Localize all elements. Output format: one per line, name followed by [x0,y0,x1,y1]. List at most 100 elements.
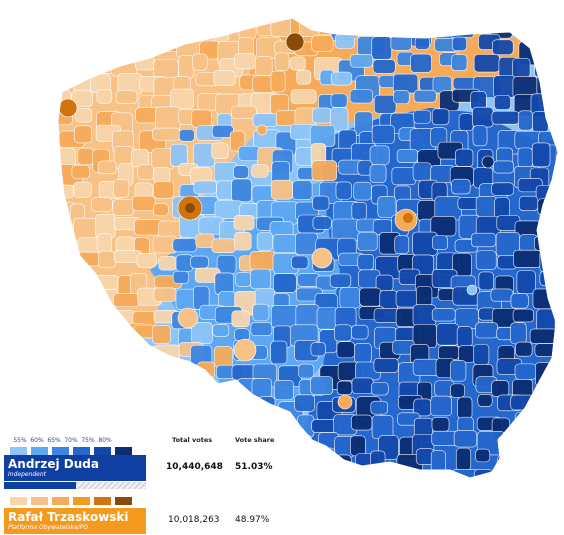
county-patch [496,455,519,474]
county-patch [170,143,188,167]
county-patch [230,105,257,119]
county-patch [115,342,143,366]
county-patch [417,469,437,478]
county-patch [58,59,75,82]
county-patch [450,360,467,382]
county-patch [312,195,330,211]
county-patch [58,255,74,277]
county-patch [77,37,103,54]
county-patch [275,468,301,478]
county-patch [334,324,352,342]
county-patch [351,324,369,340]
county-patch [354,343,372,364]
county-patch [78,416,105,439]
trzaskowski-vote-share: 48.97% [235,515,270,525]
county-patch [538,378,558,397]
county-patch [250,322,273,337]
city-poznan-core [185,203,195,213]
county-patch [414,36,430,50]
county-patch [412,162,432,181]
county-patch [478,271,494,291]
county-patch [153,203,169,217]
county-patch [330,93,348,108]
legend-swatch [10,447,27,455]
county-patch [534,343,558,357]
county-patch [291,255,309,270]
county-patch [95,416,118,434]
county-patch [336,341,355,359]
county-patch [252,113,278,128]
county-patch [99,396,116,410]
county-patch [410,53,432,73]
county-patch [91,328,108,351]
county-patch [399,18,419,36]
county-patch [211,142,229,160]
county-patch [292,180,313,200]
county-patch [159,364,179,388]
header-total-votes: Total votes [172,436,213,444]
county-patch [74,18,102,37]
county-patch [275,413,293,431]
county-patch [550,238,558,257]
county-patch [531,142,551,168]
county-patch [371,124,395,144]
county-patch [552,417,558,431]
county-patch [530,412,558,434]
county-patch [473,343,490,366]
county-patch [516,270,536,294]
county-patch [454,308,479,329]
county-patch [559,292,564,316]
county-patch [498,435,514,451]
county-patch [413,89,437,103]
county-patch [451,178,471,195]
county-patch [170,88,194,110]
city-katowice [233,338,257,362]
county-patch [254,56,273,76]
county-patch [111,395,135,419]
county-patch [58,234,72,249]
county-patch [91,197,113,212]
legend-swatch [115,447,132,455]
county-patch [458,113,474,132]
county-patch [560,435,564,448]
county-patch [74,125,93,144]
county-patch [252,470,280,478]
county-patch [458,345,476,363]
county-patch [450,383,465,398]
county-patch [229,130,246,152]
county-patch [278,435,294,460]
county-patch [471,232,497,248]
legend-swatch [115,497,132,505]
county-patch [357,231,378,251]
city-bialystok [481,155,495,169]
county-patch [351,377,374,394]
scale-label-55: 55% [13,437,27,444]
county-patch [550,178,558,202]
county-patch [114,376,134,398]
county-patch [115,90,138,104]
county-patch [557,199,558,218]
county-patch [290,434,312,449]
county-patch [554,467,558,478]
county-patch [289,56,306,71]
county-patch [552,382,558,398]
county-patch [391,167,417,186]
county-patch [514,452,540,467]
county-patch [394,235,410,254]
county-patch [331,470,359,478]
county-patch [538,218,558,243]
county-patch [58,342,72,361]
county-patch [196,473,218,478]
legend-trzaskowski-swatches [10,497,134,505]
county-patch [455,447,472,471]
county-patch [492,39,514,55]
county-patch [113,179,130,198]
county-patch [254,288,275,307]
county-patch [475,448,491,463]
county-patch [58,214,67,238]
county-patch [153,344,180,368]
county-patch [329,107,349,132]
county-patch [210,434,232,452]
county-patch [74,361,103,383]
county-patch [92,21,117,36]
